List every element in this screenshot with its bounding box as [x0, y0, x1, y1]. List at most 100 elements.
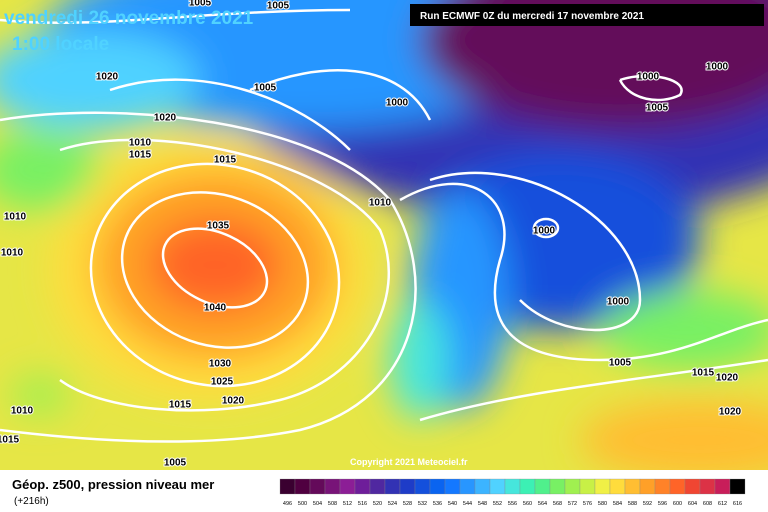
legend-swatch — [459, 478, 476, 495]
isobar-label: 1020 — [716, 373, 739, 384]
legend-label: 564 — [538, 501, 547, 507]
legend-label: 604 — [688, 501, 697, 507]
legend-label: 572 — [568, 501, 577, 507]
isobar-label: 1000 — [706, 62, 729, 73]
isobar-label: 1020 — [96, 72, 119, 83]
isobar-label: 1010 — [4, 212, 27, 223]
isobars — [0, 8, 768, 443]
legend-swatch — [699, 478, 716, 495]
legend-label: 608 — [703, 501, 712, 507]
legend-swatch — [519, 478, 536, 495]
legend-swatch — [504, 478, 521, 495]
legend-swatch — [534, 478, 551, 495]
legend-swatch — [414, 478, 431, 495]
legend-swatch — [444, 478, 461, 495]
time: 1:00 locale — [12, 34, 109, 55]
legend-swatch — [324, 478, 341, 495]
legend-swatch — [549, 478, 566, 495]
legend-label: 520 — [373, 501, 382, 507]
footer-title: Géop. z500, pression niveau mer — [12, 477, 214, 492]
legend-swatch — [339, 478, 356, 495]
legend-swatch — [369, 478, 386, 495]
legend-label: 540 — [448, 501, 457, 507]
isobar-label: 1005 — [609, 358, 632, 369]
isobar-label: 1000 — [607, 297, 630, 308]
legend-label: 552 — [493, 501, 502, 507]
date: vendredi 26 novembre 2021 — [4, 8, 254, 29]
legend-label: 568 — [553, 501, 562, 507]
isobar-label: 1005 — [189, 0, 212, 9]
isobar-label: 1000 — [386, 98, 409, 109]
legend-swatch — [399, 478, 416, 495]
run-banner — [410, 4, 764, 26]
legend-swatch — [309, 478, 326, 495]
isobar-label: 1015 — [129, 150, 152, 161]
isobar-label: 1000 — [637, 72, 660, 83]
legend-swatch — [564, 478, 581, 495]
isobar-label: 1005 — [267, 1, 290, 12]
isobar-label: 1005 — [646, 103, 669, 114]
isobar-label: 1010 — [1, 248, 24, 259]
legend-swatch — [609, 478, 626, 495]
isobar-label: 1030 — [209, 359, 232, 370]
legend-label: 508 — [328, 501, 337, 507]
legend-label: 512 — [343, 501, 352, 507]
isobar-label: 1015 — [169, 400, 192, 411]
legend-swatch — [354, 478, 371, 495]
legend-swatch — [489, 478, 506, 495]
legend-label: 532 — [418, 501, 427, 507]
legend-swatch — [684, 478, 701, 495]
run-info: Run ECMWF 0Z du mercredi 17 novembre 202… — [420, 11, 644, 22]
legend-label: 612 — [718, 501, 727, 507]
legend-swatch — [294, 478, 311, 495]
legend-swatch — [639, 478, 656, 495]
isobar-label: 1035 — [207, 221, 230, 232]
isobar-label: 1005 — [254, 83, 277, 94]
legend-swatch — [594, 478, 611, 495]
legend-swatch — [624, 478, 641, 495]
isobar-label: 1015 — [692, 368, 715, 379]
legend-swatch — [579, 478, 596, 495]
legend-label: 576 — [583, 501, 592, 507]
legend-swatch — [669, 478, 686, 495]
legend-label: 600 — [673, 501, 682, 507]
isobar-label: 1010 — [129, 138, 152, 149]
legend-swatch — [384, 478, 401, 495]
legend-label: 580 — [598, 501, 607, 507]
legend-label: 560 — [523, 501, 532, 507]
legend-label: 544 — [463, 501, 472, 507]
legend-label: 592 — [643, 501, 652, 507]
field — [0, 0, 768, 470]
isobar-label: 1015 — [214, 155, 237, 166]
isobar-label: 1010 — [369, 198, 392, 209]
legend-label: 536 — [433, 501, 442, 507]
legend-swatch — [654, 478, 671, 495]
legend-label: 516 — [358, 501, 367, 507]
legend-swatch — [279, 478, 296, 495]
legend-swatch — [429, 478, 446, 495]
copyright: Copyright 2021 Meteociel.fr — [350, 457, 468, 467]
footer-lead: (+216h) — [14, 496, 49, 507]
isobar-label: 1020 — [154, 113, 177, 124]
legend-label: 588 — [628, 501, 637, 507]
isobar-label: 1015 — [0, 435, 20, 446]
isobar-label: 1040 — [204, 303, 227, 314]
isobar-label: 1025 — [211, 377, 234, 388]
legend-swatch — [474, 478, 491, 495]
legend-swatch — [729, 478, 746, 495]
isobar-label: 1005 — [164, 458, 187, 469]
legend-label: 556 — [508, 501, 517, 507]
legend-label: 500 — [298, 501, 307, 507]
legend-label: 496 — [283, 501, 292, 507]
legend-label: 504 — [313, 501, 322, 507]
legend-label: 596 — [658, 501, 667, 507]
legend-label: 616 — [733, 501, 742, 507]
legend-swatch — [714, 478, 731, 495]
legend-label: 528 — [403, 501, 412, 507]
legend-label: 524 — [388, 501, 397, 507]
legend-label: 548 — [478, 501, 487, 507]
isobar-label: 1000 — [533, 226, 556, 237]
isobar-label: 1020 — [222, 396, 245, 407]
isobar-label: 1020 — [719, 407, 742, 418]
